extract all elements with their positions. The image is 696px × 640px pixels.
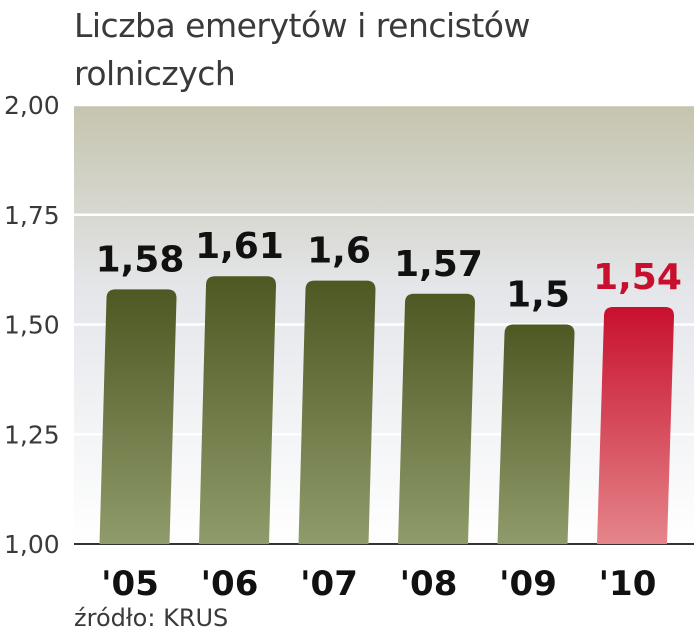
bars	[99, 276, 674, 544]
data-label: 1,54	[593, 257, 682, 298]
bar-highlight	[597, 306, 674, 544]
x-axis: '05 '06 '07 '08 '09 '10	[101, 564, 656, 604]
gridlines	[74, 103, 694, 545]
x-tick-label: '10	[599, 564, 657, 604]
bar	[199, 276, 276, 544]
bar	[398, 293, 475, 544]
data-label: 1,58	[96, 239, 185, 280]
data-label: 1,57	[394, 244, 483, 285]
bar	[497, 324, 575, 544]
data-label: 1,5	[506, 275, 570, 316]
y-tick-label: 1,50	[4, 311, 60, 340]
y-tick-label: 2,00	[4, 91, 60, 120]
y-tick-label: 1,00	[4, 530, 60, 559]
source-note: źródło: KRUS	[74, 604, 229, 632]
x-tick-label: '05	[101, 564, 159, 604]
chart-title: Liczba emerytów i rencistów rolniczych	[74, 6, 530, 93]
bar	[298, 280, 376, 544]
y-tick-label: 1,75	[4, 201, 60, 230]
data-labels: 1,58 1,61 1,6 1,57 1,5 1,54	[96, 226, 682, 315]
x-tick-label: '08	[400, 564, 458, 604]
y-tick-label: 1,25	[4, 420, 60, 449]
x-tick-label: '06	[201, 564, 259, 604]
data-label: 1,61	[195, 226, 284, 267]
x-tick-label: '09	[499, 564, 557, 604]
x-tick-label: '07	[300, 564, 358, 604]
y-axis: 1,00 1,25 1,50 1,75 2,00	[4, 91, 60, 559]
data-label: 1,6	[307, 231, 371, 272]
bar	[99, 289, 177, 544]
